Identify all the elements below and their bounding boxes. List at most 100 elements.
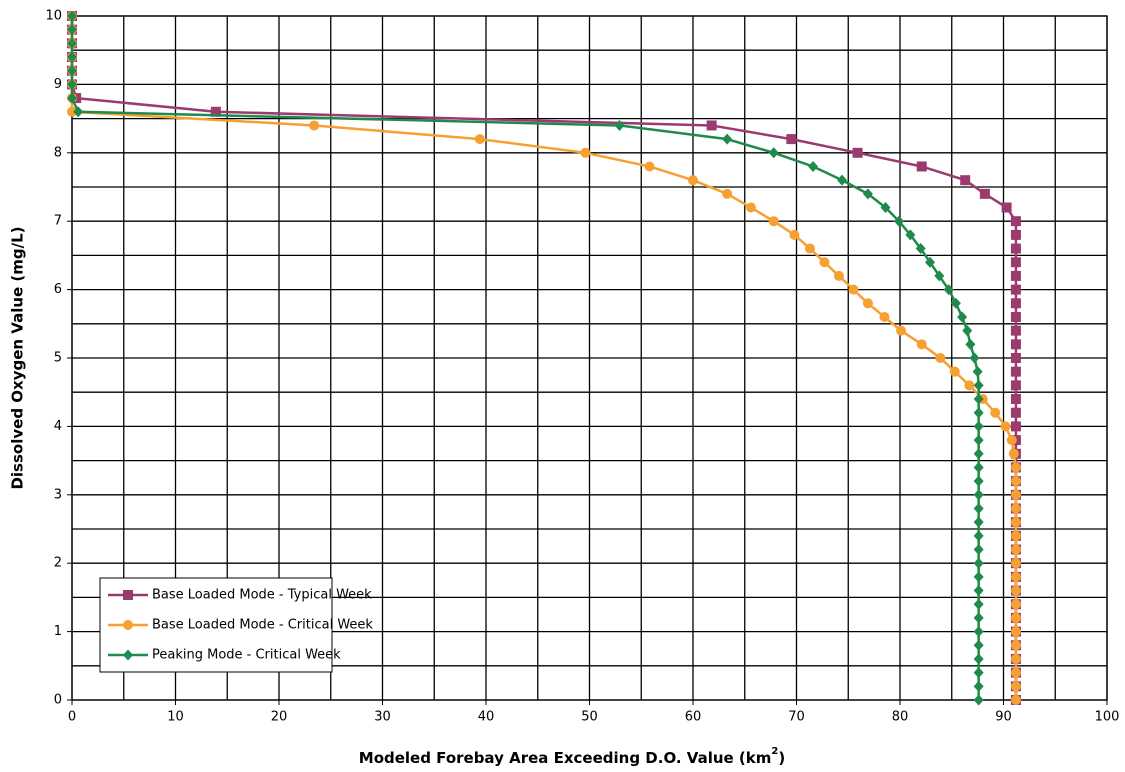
marker xyxy=(786,134,797,145)
marker xyxy=(960,175,971,186)
marker xyxy=(990,407,1001,418)
marker xyxy=(934,270,945,282)
x-tick-label: 40 xyxy=(478,710,495,725)
marker xyxy=(973,393,984,405)
x-axis-title-end: ) xyxy=(778,749,785,767)
legend-label: Base Loaded Mode - Typical Week xyxy=(152,588,372,603)
marker xyxy=(973,475,984,487)
marker xyxy=(1010,489,1021,500)
marker xyxy=(1010,640,1021,651)
marker xyxy=(210,106,221,117)
marker xyxy=(722,188,733,199)
marker xyxy=(972,366,983,378)
x-tick-label: 30 xyxy=(374,710,391,725)
marker xyxy=(1010,544,1021,555)
x-axis-title-sup: 2 xyxy=(771,746,778,757)
marker xyxy=(973,420,984,432)
marker xyxy=(1010,353,1021,363)
marker xyxy=(1010,325,1021,336)
marker xyxy=(1010,558,1021,569)
marker xyxy=(973,612,984,624)
marker xyxy=(1010,311,1021,322)
marker xyxy=(67,65,77,77)
marker xyxy=(973,571,984,583)
marker xyxy=(833,270,844,281)
marker xyxy=(1000,421,1011,432)
marker xyxy=(1010,653,1021,664)
marker xyxy=(1010,421,1021,432)
marker xyxy=(1010,243,1021,254)
marker xyxy=(965,338,976,350)
x-axis-title: Modeled Forebay Area Exceeding D.O. Valu… xyxy=(359,746,785,767)
marker xyxy=(1010,407,1021,418)
marker xyxy=(962,325,973,337)
marker xyxy=(1010,216,1021,227)
marker xyxy=(862,188,873,200)
y-tick-label: 4 xyxy=(54,419,62,434)
marker xyxy=(67,51,77,63)
marker xyxy=(688,175,698,186)
marker xyxy=(935,353,946,363)
marker xyxy=(1010,394,1021,405)
series xyxy=(67,11,1021,705)
marker xyxy=(1010,571,1021,582)
marker xyxy=(1010,626,1021,637)
x-tick-label: 20 xyxy=(271,710,288,725)
marker xyxy=(950,297,961,309)
marker xyxy=(973,557,984,569)
y-tick-label: 5 xyxy=(54,351,62,366)
marker xyxy=(644,161,655,172)
marker xyxy=(943,284,954,296)
marker xyxy=(1010,476,1021,487)
marker xyxy=(67,106,77,117)
marker xyxy=(1010,695,1021,705)
y-axis-title: Dissolved Oxygen Value (mg/L) xyxy=(9,226,27,489)
y-tick-label: 6 xyxy=(54,282,62,297)
marker xyxy=(973,530,984,542)
marker xyxy=(973,502,984,514)
y-tick-label: 3 xyxy=(54,487,62,502)
marker xyxy=(973,461,984,473)
marker xyxy=(1010,298,1021,309)
marker xyxy=(123,620,133,630)
marker xyxy=(1010,585,1021,596)
marker xyxy=(905,229,916,241)
marker xyxy=(896,325,907,336)
marker xyxy=(973,626,984,638)
marker xyxy=(916,339,927,350)
marker xyxy=(964,380,975,391)
marker xyxy=(745,202,756,213)
y-tick-label: 8 xyxy=(54,145,62,160)
marker xyxy=(1010,284,1021,295)
x-tick-label: 60 xyxy=(685,710,702,725)
marker xyxy=(837,174,848,186)
y-tick-label: 1 xyxy=(54,624,62,639)
marker xyxy=(925,256,936,268)
x-tick-label: 10 xyxy=(167,710,184,725)
marker xyxy=(973,639,984,651)
marker xyxy=(1010,462,1021,473)
y-tick-label: 10 xyxy=(45,9,62,24)
x-tick-label: 0 xyxy=(68,710,76,725)
marker xyxy=(916,161,927,172)
x-axis-title-main: Modeled Forebay Area Exceeding D.O. Valu… xyxy=(359,749,772,767)
marker xyxy=(804,243,815,254)
marker xyxy=(706,120,717,131)
marker xyxy=(973,407,984,419)
marker xyxy=(957,311,968,323)
marker xyxy=(1010,270,1021,281)
marker xyxy=(973,448,984,460)
marker xyxy=(309,120,320,131)
marker xyxy=(862,298,873,309)
marker xyxy=(973,667,984,679)
marker xyxy=(1001,202,1012,213)
marker xyxy=(67,10,77,22)
marker xyxy=(1010,503,1021,514)
marker xyxy=(973,379,984,391)
marker xyxy=(1008,448,1019,459)
marker xyxy=(949,366,960,377)
marker xyxy=(915,243,926,255)
marker xyxy=(474,134,485,145)
legend-label: Base Loaded Mode - Critical Week xyxy=(152,618,373,633)
marker xyxy=(1010,599,1021,610)
